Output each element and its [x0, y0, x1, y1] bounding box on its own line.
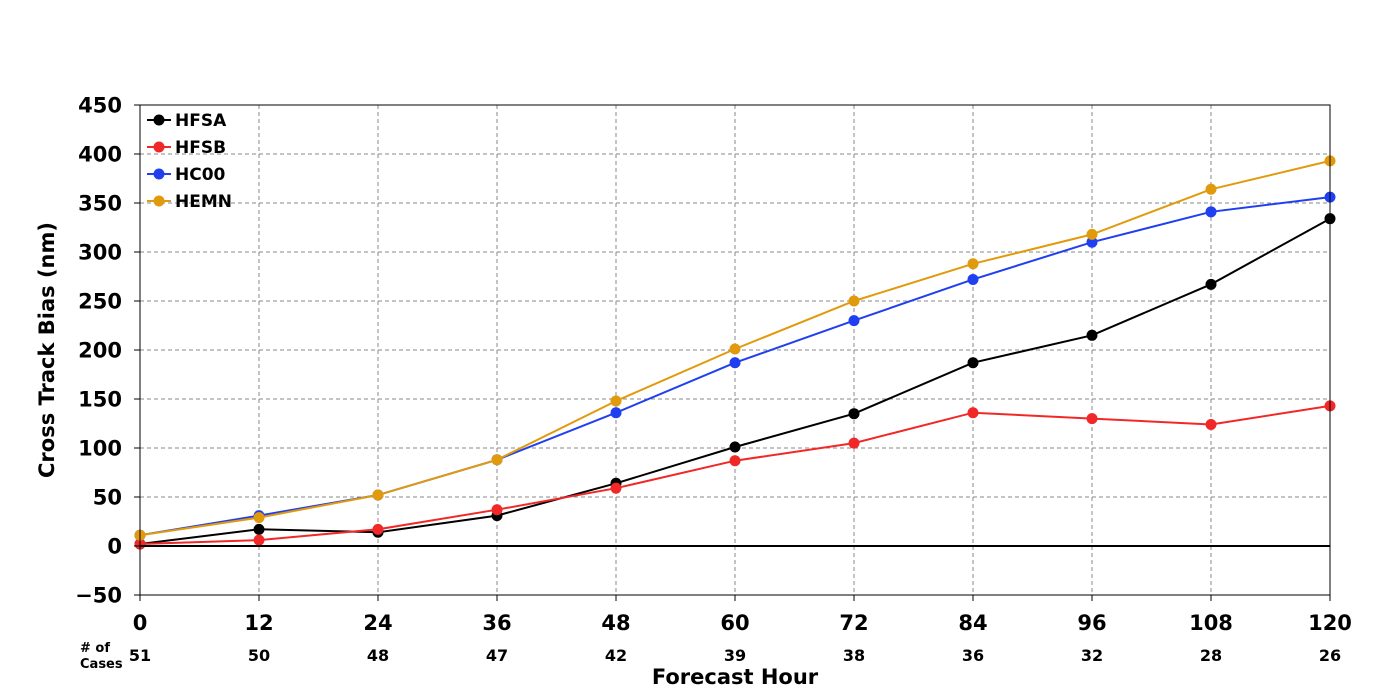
cases-value: 51	[129, 646, 151, 665]
y-tick-label: 150	[78, 388, 122, 412]
legend-marker	[153, 195, 165, 207]
legend-marker	[153, 114, 165, 126]
data-point-hfsb	[372, 523, 384, 535]
x-tick-label: 60	[720, 611, 749, 635]
data-point-hfsa	[848, 408, 860, 420]
data-point-hfsa	[1086, 329, 1098, 341]
x-tick-label: 48	[601, 611, 630, 635]
cases-value: 50	[248, 646, 270, 665]
x-tick-label: 12	[244, 611, 273, 635]
cases-value: 42	[605, 646, 627, 665]
y-tick-label: 0	[107, 535, 122, 559]
data-point-hfsb	[610, 482, 622, 494]
series-hemn	[134, 155, 1336, 541]
tick-labels: −50 0 50 100 150 200 250 300 350 400 450 0 12 24 36 48 6…	[75, 94, 1352, 636]
data-point-hemn	[253, 512, 265, 524]
cases-value: 38	[843, 646, 865, 665]
y-tick-label: 450	[78, 94, 122, 118]
axes	[134, 104, 1331, 601]
data-point-hc00	[967, 273, 979, 285]
data-point-hc00	[610, 407, 622, 419]
x-tick-label: 84	[958, 611, 987, 635]
series-line-hfsb	[139, 404, 1331, 545]
data-point-hemn	[491, 454, 503, 466]
y-tick-label: 350	[78, 192, 122, 216]
data-point-hemn	[1205, 183, 1217, 195]
legend-marker	[153, 141, 165, 153]
y-tick-label: −50	[75, 584, 122, 608]
data-point-hemn	[610, 395, 622, 407]
legend-label: HFSB	[175, 138, 226, 158]
cases-row: # of Cases 51 50 48 47 42 39 38 36 32 28 26	[80, 641, 1341, 672]
x-tick-label: 36	[482, 611, 511, 635]
legend-marker	[153, 168, 165, 180]
cases-value: 48	[367, 646, 389, 665]
cases-value: 36	[962, 646, 984, 665]
data-point-hfsb	[1086, 413, 1098, 425]
cases-value: 47	[486, 646, 508, 665]
cases-value: 39	[724, 646, 746, 665]
data-point-hc00	[1205, 206, 1217, 218]
data-point-hemn	[848, 295, 860, 307]
legend-item-hfsb: HFSB	[147, 138, 226, 158]
legend-item-hemn: HEMN	[147, 192, 232, 212]
data-point-hfsb	[1205, 418, 1217, 430]
cases-title-line1: # of	[80, 641, 110, 656]
legend-label: HEMN	[175, 192, 232, 212]
legend-item-hc00: HC00	[147, 165, 226, 185]
data-point-hemn	[729, 343, 741, 355]
series-hc00	[134, 191, 1336, 541]
cases-value: 28	[1200, 646, 1222, 665]
data-point-hfsa	[967, 357, 979, 369]
x-tick-label: 96	[1077, 611, 1106, 635]
cases-value: 32	[1081, 646, 1103, 665]
y-tick-label: 200	[78, 339, 122, 363]
y-tick-label: 100	[78, 437, 122, 461]
data-point-hfsb	[253, 534, 265, 546]
legend-label: HC00	[175, 165, 226, 185]
data-point-hc00	[848, 315, 860, 327]
y-axis-title: Cross Track Bias (nm)	[35, 222, 59, 478]
data-point-hc00	[1086, 236, 1098, 248]
cases-value: 26	[1319, 646, 1341, 665]
data-point-hemn	[372, 489, 384, 501]
data-point-hfsa	[1205, 278, 1217, 290]
legend-item-hfsa: HFSA	[147, 111, 227, 131]
data-point-hfsb	[729, 455, 741, 467]
x-tick-label: 108	[1189, 611, 1233, 635]
cases-title-line2: Cases	[80, 657, 123, 672]
data-point-hfsb	[967, 407, 979, 419]
data-point-hfsb	[491, 504, 503, 516]
data-point-hfsa	[729, 441, 741, 453]
x-tick-label: 120	[1308, 611, 1352, 635]
legend-label: HFSA	[175, 111, 227, 131]
series-hfsb	[134, 400, 1336, 550]
data-point-hfsa	[253, 523, 265, 535]
data-point-hfsb	[848, 437, 860, 449]
x-axis-title: Forecast Hour	[652, 665, 819, 689]
y-tick-label: 300	[78, 241, 122, 265]
y-tick-label: 400	[78, 143, 122, 167]
y-tick-label: 50	[93, 486, 122, 510]
plot-frame	[139, 104, 1331, 596]
x-tick-label: 0	[133, 611, 148, 635]
x-tick-label: 24	[363, 611, 392, 635]
legend: HFSA HFSB HC00 HEMN	[147, 111, 232, 212]
data-point-hemn	[1086, 228, 1098, 240]
data-point-hemn	[967, 258, 979, 270]
x-tick-label: 72	[839, 611, 868, 635]
y-tick-label: 250	[78, 290, 122, 314]
data-point-hc00	[729, 357, 741, 369]
